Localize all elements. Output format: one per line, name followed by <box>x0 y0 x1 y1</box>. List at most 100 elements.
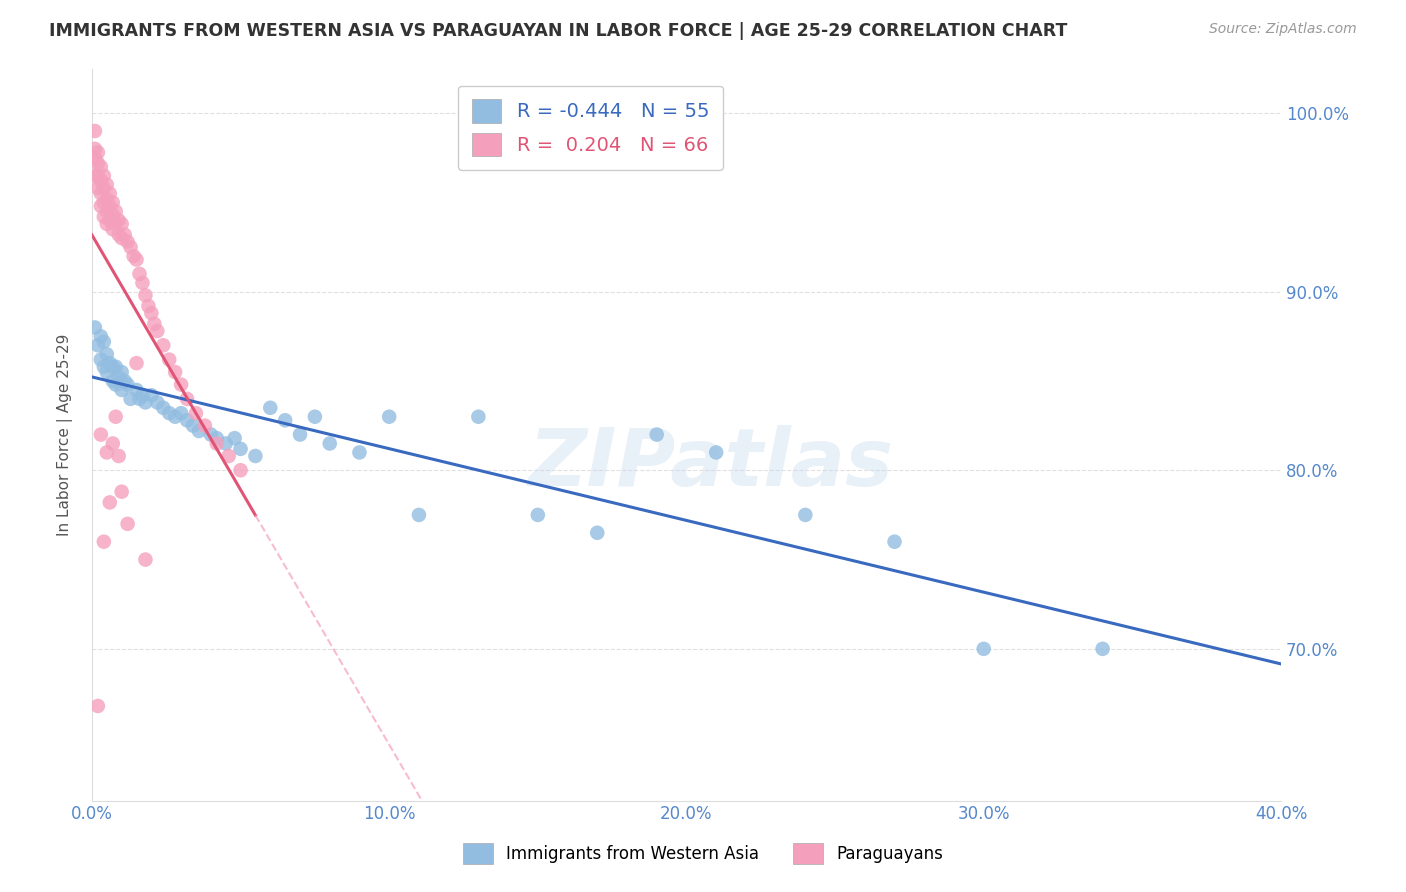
Point <box>117 377 139 392</box>
Text: IMMIGRANTS FROM WESTERN ASIA VS PARAGUAYAN IN LABOR FORCE | AGE 25-29 CORRELATIO: IMMIGRANTS FROM WESTERN ASIA VS PARAGUAY… <box>49 22 1067 40</box>
Point <box>87 338 110 352</box>
Point <box>96 365 118 379</box>
Point <box>134 288 156 302</box>
Point <box>96 204 118 219</box>
Point <box>117 516 139 531</box>
Point <box>205 436 228 450</box>
Point <box>93 195 115 210</box>
Point <box>87 169 110 183</box>
Point <box>90 329 112 343</box>
Point <box>111 383 134 397</box>
Point <box>83 142 105 156</box>
Point <box>101 374 124 388</box>
Point <box>184 406 207 420</box>
Point <box>96 178 118 192</box>
Point <box>181 418 204 433</box>
Point <box>125 356 148 370</box>
Point <box>93 534 115 549</box>
Point <box>288 427 311 442</box>
Point <box>90 352 112 367</box>
Point <box>304 409 326 424</box>
Point <box>101 208 124 222</box>
Point <box>122 249 145 263</box>
Point <box>134 552 156 566</box>
Point <box>96 217 118 231</box>
Point <box>90 174 112 188</box>
Point <box>224 431 246 445</box>
Point <box>98 199 121 213</box>
Point <box>93 169 115 183</box>
Point <box>96 192 118 206</box>
Point <box>93 210 115 224</box>
Point <box>218 449 240 463</box>
Point <box>128 267 150 281</box>
Point <box>408 508 430 522</box>
Point <box>125 252 148 267</box>
Point <box>104 204 127 219</box>
Point <box>96 347 118 361</box>
Point <box>229 463 252 477</box>
Point <box>114 227 136 242</box>
Point <box>87 145 110 160</box>
Point <box>111 217 134 231</box>
Point <box>101 195 124 210</box>
Point <box>98 213 121 227</box>
Point <box>152 401 174 415</box>
Point <box>111 231 134 245</box>
Point <box>98 356 121 370</box>
Text: Source: ZipAtlas.com: Source: ZipAtlas.com <box>1209 22 1357 37</box>
Point <box>125 383 148 397</box>
Point <box>87 181 110 195</box>
Point <box>101 222 124 236</box>
Point <box>107 213 129 227</box>
Point <box>101 436 124 450</box>
Point <box>274 413 297 427</box>
Point <box>200 427 222 442</box>
Point <box>117 235 139 249</box>
Point <box>645 427 668 442</box>
Point <box>349 445 371 459</box>
Point <box>138 299 160 313</box>
Point <box>157 352 180 367</box>
Point <box>134 395 156 409</box>
Point <box>176 413 198 427</box>
Point <box>176 392 198 406</box>
Point <box>187 424 209 438</box>
Point <box>96 445 118 459</box>
Point <box>141 388 163 402</box>
Point <box>93 359 115 374</box>
Point <box>111 365 134 379</box>
Point <box>131 276 153 290</box>
Point <box>90 186 112 201</box>
Point <box>104 217 127 231</box>
Point <box>794 508 817 522</box>
Point <box>259 401 281 415</box>
Point <box>114 374 136 388</box>
Point <box>104 359 127 374</box>
Point <box>973 641 995 656</box>
Point <box>128 392 150 406</box>
Point <box>131 388 153 402</box>
Point <box>93 181 115 195</box>
Point <box>83 320 105 334</box>
Point <box>165 365 187 379</box>
Point <box>704 445 727 459</box>
Point <box>90 199 112 213</box>
Y-axis label: In Labor Force | Age 25-29: In Labor Force | Age 25-29 <box>58 334 73 536</box>
Point <box>165 409 187 424</box>
Point <box>170 406 193 420</box>
Point <box>152 338 174 352</box>
Point <box>194 418 217 433</box>
Point <box>120 392 142 406</box>
Point <box>141 306 163 320</box>
Point <box>83 169 105 183</box>
Point <box>120 240 142 254</box>
Point <box>107 370 129 384</box>
Point <box>104 377 127 392</box>
Point <box>104 409 127 424</box>
Point <box>93 334 115 349</box>
Point <box>111 484 134 499</box>
Point <box>157 406 180 420</box>
Point <box>101 359 124 374</box>
Point <box>87 156 110 170</box>
